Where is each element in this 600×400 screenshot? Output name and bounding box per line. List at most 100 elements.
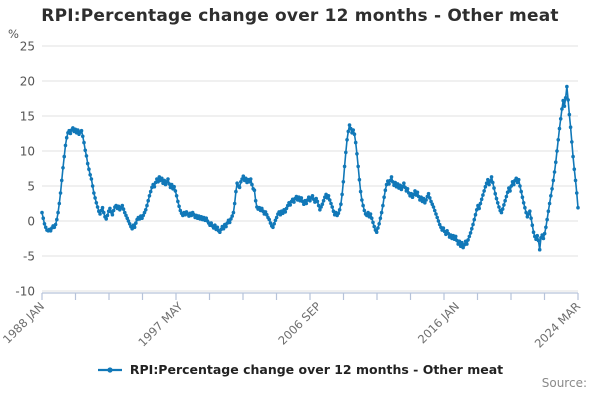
data-point [99,208,104,213]
data-point [101,210,106,215]
data-point [528,209,532,213]
x-tick-label: 2016 JAN [415,299,462,346]
data-point [253,198,258,203]
data-point [389,175,394,179]
data-point [516,177,521,182]
data-point [57,201,62,206]
x-tick-label: 2006 SEP [275,299,323,347]
data-point [126,219,131,223]
data-point [405,187,410,191]
data-point [140,216,144,220]
data-point [387,182,391,186]
data-point [152,184,157,189]
data-point [466,238,470,242]
data-point [143,208,148,212]
data-point [356,164,360,169]
data-point [108,206,112,211]
data-point [260,206,264,211]
data-point [550,187,554,191]
data-point [453,234,458,239]
data-point [142,210,147,215]
data-point [547,201,552,206]
data-point [402,181,406,185]
data-point [372,224,377,229]
data-point [479,197,484,202]
data-point [571,154,575,159]
data-point [227,220,232,225]
y-tick-label: 10 [20,145,35,159]
data-point [215,225,220,230]
data-point [58,191,63,195]
data-point [320,202,325,206]
data-point [329,201,333,206]
data-point [48,229,53,233]
data-point [562,104,567,108]
data-point [263,210,268,214]
data-point [381,203,385,208]
data-point [495,201,500,205]
data-point [542,231,547,236]
data-point [79,128,84,133]
data-point [105,213,110,218]
data-point [376,226,380,230]
data-point [572,167,577,171]
data-point [63,143,68,148]
data-point [353,140,358,145]
chart-title: RPI:Percentage change over 12 months - O… [41,6,559,26]
data-point [42,222,47,226]
data-point [423,201,427,205]
data-point [148,189,153,194]
data-point [500,207,505,211]
data-point [357,177,362,182]
data-point [310,194,315,198]
data-line [41,85,579,251]
data-point [292,200,296,204]
data-point [218,230,222,234]
data-point [239,180,243,184]
data-point [176,199,180,204]
data-point [358,189,363,194]
data-point [563,96,568,100]
data-point [90,184,95,188]
data-point [229,217,233,221]
data-point [568,125,573,129]
data-point [424,198,428,202]
data-point [490,180,495,185]
data-point [314,196,318,201]
data-point [92,191,96,195]
data-point [342,164,347,169]
data-point [461,245,465,250]
data-point [374,230,379,234]
data-point [574,191,579,195]
data-point [345,138,349,142]
data-point [178,208,183,213]
data-point [481,193,485,197]
data-point [327,198,332,202]
data-point [487,182,491,187]
data-point [221,226,226,231]
data-point [432,208,437,213]
data-point [477,206,482,211]
data-point [55,217,59,222]
data-point [41,216,46,220]
data-point [566,98,570,102]
data-point [431,205,436,209]
data-point [435,215,440,220]
data-point [445,229,449,233]
data-point [235,181,239,185]
data-point [476,203,480,208]
data-point [284,206,289,211]
data-point [441,226,446,230]
data-point [172,184,176,189]
data-point [347,123,352,127]
data-point [315,199,320,204]
data-point [497,205,501,209]
data-point [271,225,275,230]
data-point [122,210,127,215]
data-point [473,212,478,217]
data-point [87,167,91,171]
data-point [336,211,341,216]
data-point [556,138,561,142]
data-point [252,188,257,192]
